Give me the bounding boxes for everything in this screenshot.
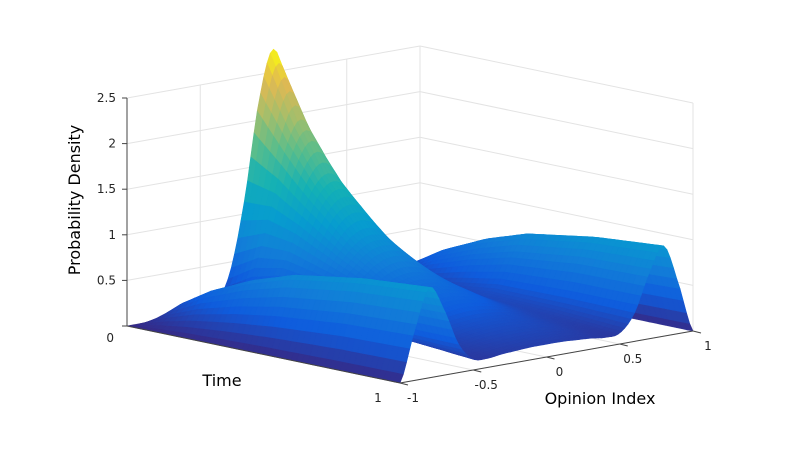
surface xyxy=(126,48,694,384)
opinion-tick xyxy=(546,356,555,360)
opinion-tick xyxy=(619,343,628,347)
z-tick-label: 2 xyxy=(108,137,116,151)
opinion-tick-label: -1 xyxy=(407,391,419,405)
z-tick-label: 1.5 xyxy=(97,182,116,196)
z-tick-label: 1 xyxy=(108,228,116,242)
time-axis-label: Time xyxy=(201,371,241,390)
opinion-tick-label: 0 xyxy=(556,365,564,379)
x-axis-label: Opinion Index xyxy=(545,389,656,408)
time-tick-label: 1 xyxy=(374,391,382,405)
opinion-tick xyxy=(399,382,409,386)
grid-line xyxy=(419,45,694,104)
opinion-tick xyxy=(473,369,482,373)
opinion-tick-label: 1 xyxy=(704,339,712,353)
grid-line xyxy=(419,91,694,150)
opinion-tick-label: 0.5 xyxy=(623,352,642,366)
grid-line xyxy=(419,136,694,195)
opinion-tick xyxy=(692,330,702,334)
opinion-tick-label: -0.5 xyxy=(475,378,498,392)
z-axis-label: Probability Density xyxy=(65,125,84,276)
z-tick-label: 2.5 xyxy=(97,91,116,105)
z-tick-label: 0 xyxy=(106,331,114,345)
z-tick-label: 0.5 xyxy=(97,273,116,287)
grid-line xyxy=(419,182,694,241)
